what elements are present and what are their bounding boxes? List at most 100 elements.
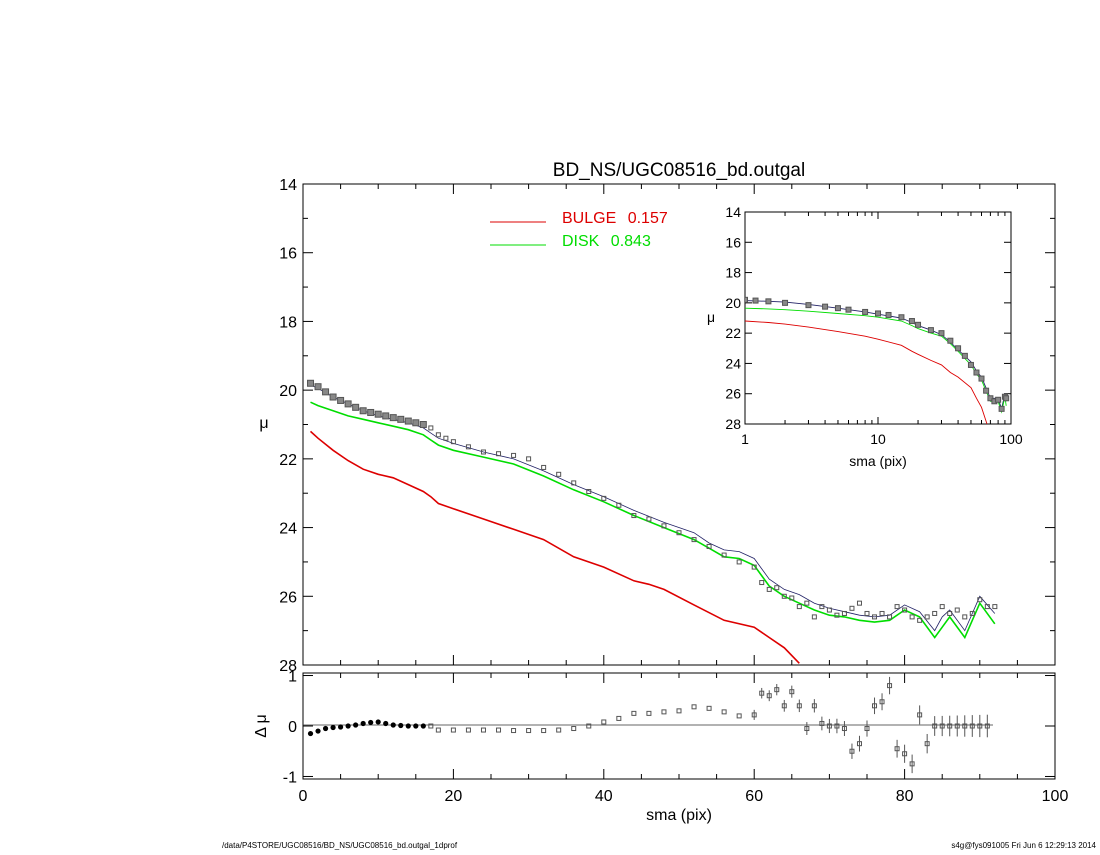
- main-data-point: [329, 393, 337, 401]
- residual-point: [390, 722, 396, 728]
- main-ticks: 14 16 18 20 22 24 26 28: [279, 177, 1056, 675]
- main-data-point: [879, 610, 885, 616]
- main-data-point: [601, 495, 607, 501]
- inset-xtick-label: 100: [999, 431, 1023, 447]
- inset-data-point: [898, 314, 905, 321]
- residual-point: [556, 727, 562, 733]
- main-data-point: [984, 604, 990, 610]
- main-data-point: [887, 614, 893, 620]
- residual-point: [721, 709, 727, 715]
- residual-point: [330, 724, 336, 731]
- main-data-point: [954, 607, 960, 613]
- main-data-point: [864, 610, 870, 616]
- main-data-point: [969, 610, 975, 616]
- inset-data-point: [967, 361, 974, 368]
- inset-data-point: [961, 352, 968, 359]
- main-data-point: [435, 432, 441, 438]
- residual-point: [511, 728, 517, 734]
- residual-point: [706, 705, 712, 711]
- inset-data-point: [927, 327, 934, 334]
- inset-ytick-label: 18: [725, 265, 741, 281]
- inset-data-point: [805, 302, 812, 309]
- main-data-point: [511, 452, 517, 458]
- residual-point: [338, 724, 344, 730]
- inset-data-point: [834, 305, 841, 312]
- main-data-point: [909, 614, 915, 620]
- inset-line-bulge: [745, 320, 988, 424]
- main-data-point: [443, 435, 449, 441]
- main-data-point: [924, 614, 930, 620]
- residual-point: [383, 720, 389, 727]
- residual-point: [601, 719, 607, 725]
- residual-point: [947, 723, 953, 729]
- residual-point: [736, 713, 742, 719]
- residual-point: [413, 723, 419, 729]
- residual-point: [428, 723, 434, 729]
- inset-data-point: [978, 375, 985, 382]
- residual-point: [586, 723, 592, 729]
- residual-point: [977, 723, 983, 729]
- main-data-point: [766, 586, 772, 592]
- main-title: BD_NS/UGC08516_bd.outgal: [553, 160, 805, 181]
- inset-data-point: [915, 321, 922, 328]
- main-data-point: [631, 513, 637, 519]
- main-data-point: [947, 610, 953, 616]
- residual-point: [789, 689, 795, 695]
- residual-xtick-label: 100: [1042, 788, 1069, 805]
- main-data-point: [849, 605, 855, 611]
- residual-point: [526, 728, 532, 734]
- inset-data-point: [987, 395, 994, 402]
- residual-point: [322, 725, 329, 732]
- residual-point: [954, 723, 960, 729]
- main-data-point: [419, 421, 427, 428]
- main-data-point: [917, 617, 923, 623]
- residual-point: [924, 741, 930, 747]
- main-ytick-label: 14: [279, 177, 297, 194]
- residual-point: [759, 690, 765, 696]
- inset-ytick-label: 28: [725, 416, 741, 432]
- main-data-point: [819, 604, 825, 610]
- residual-point: [796, 703, 802, 709]
- residual-point: [864, 726, 870, 732]
- main-data-point: [751, 564, 757, 570]
- main-data-point: [412, 419, 420, 427]
- main-ytick-label: 28: [279, 658, 297, 675]
- residual-xtick-label: 80: [896, 788, 914, 805]
- legend-name-disk: DISK: [562, 233, 600, 250]
- residual-point: [360, 720, 366, 727]
- main-ytick-label: 26: [279, 589, 297, 606]
- inset-data-point: [908, 318, 915, 325]
- main-data-point: [465, 444, 471, 450]
- legend-label-bulge: BULGE 0.157: [562, 210, 668, 227]
- main-ytick-label: 20: [279, 383, 297, 400]
- residual-point: [496, 727, 502, 733]
- main-data-point: [759, 580, 765, 586]
- residual-point: [804, 726, 810, 732]
- residual-point: [774, 687, 780, 693]
- main-data-point: [789, 595, 795, 601]
- main-data-point: [307, 379, 315, 387]
- legend: BULGE 0.157 DISK 0.843: [490, 210, 668, 250]
- residual-ticks: 10-10 20 40 60 80 100: [283, 669, 1069, 805]
- residual-point: [450, 727, 456, 733]
- inset-ytick-label: 20: [725, 295, 741, 311]
- inset-xtick-label: 1: [741, 431, 749, 447]
- residual-point: [819, 720, 825, 726]
- residual-point: [315, 728, 321, 734]
- inset-data-point: [875, 310, 881, 317]
- main-data-point: [661, 523, 667, 529]
- residual-point: [751, 712, 757, 718]
- residual-point: [631, 710, 637, 716]
- main-data-point: [496, 451, 502, 457]
- legend-name-bulge: BULGE: [562, 210, 616, 227]
- main-data-point: [932, 610, 938, 616]
- main-data-point: [322, 388, 330, 396]
- main-data-point: [586, 488, 592, 494]
- inset-frame: [744, 211, 1012, 425]
- residual-point: [691, 704, 697, 710]
- inset-data-point: [765, 298, 772, 305]
- main-data-point: [706, 543, 712, 549]
- inset-ytick-label: 22: [725, 325, 741, 341]
- legend-value-bulge: 0.157: [628, 210, 668, 227]
- inset-data-point: [782, 299, 789, 306]
